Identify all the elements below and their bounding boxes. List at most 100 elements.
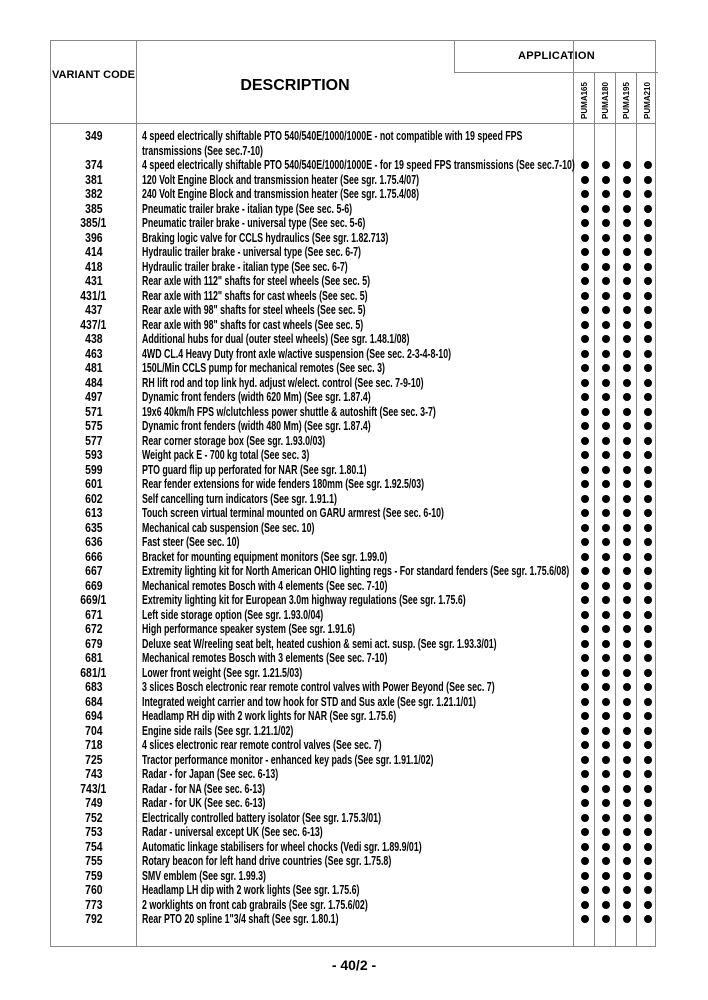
description-cell: Engine side rails (See sgr. 1.21.1/02) [136, 724, 573, 739]
applicable-dot-icon [574, 738, 595, 753]
description-cell: 4 speed electrically shiftable PTO 540/5… [136, 158, 575, 173]
table-row: 718 4 slices electronic rear remote contr… [51, 737, 655, 753]
description-cell: Dynamic front fenders (width 480 Mm) (Se… [136, 419, 573, 434]
description-text: 4WD CL.4 Heavy Duty front axle w/active … [142, 346, 452, 361]
applicable-dot-icon [616, 637, 637, 652]
description-text: Extremity lighting kit for European 3.0m… [142, 593, 466, 607]
applicable-dot-icon [637, 332, 658, 347]
applicable-dot-icon [595, 216, 616, 231]
applicable-dot-icon [637, 680, 658, 695]
table-row: 601 Rear fender extensions for wide fende… [51, 476, 655, 492]
applicable-dot-icon [574, 477, 595, 492]
applicable-dot-icon [637, 521, 658, 536]
applicable-dot-icon [595, 651, 616, 666]
table-row: 704 Engine side rails (See sgr. 1.21.1/02… [51, 723, 655, 739]
applicable-dot-icon [595, 347, 616, 362]
application-marks [574, 825, 658, 840]
table-row: 437 Rear axle with 98" shafts for steel w… [51, 302, 655, 318]
applicable-dot-icon [637, 709, 658, 724]
description-cell: Headlamp RH dip with 2 work lights for N… [136, 709, 573, 724]
variant-code: 635 [84, 519, 103, 535]
description-text: Engine side rails (See sgr. 1.21.1/02) [142, 723, 294, 738]
applicable-dot-icon [637, 622, 658, 637]
applicable-dot-icon [616, 767, 637, 782]
applicable-dot-icon [616, 158, 637, 173]
applicable-dot-icon [637, 173, 658, 188]
applicable-dot-icon [595, 695, 616, 710]
application-marks [574, 173, 658, 188]
application-marks [574, 550, 658, 565]
description-cell: Integrated weight carrier and tow hook f… [136, 695, 573, 710]
applicable-dot-icon [616, 912, 637, 927]
description-cell: Radar - for Japan (See sec. 6-13) [136, 767, 573, 782]
applicable-dot-icon [595, 318, 616, 333]
variant-code: 601 [84, 476, 103, 491]
applicable-dot-icon [637, 187, 658, 202]
description-cell: Touch screen virtual terminal mounted on… [136, 506, 573, 521]
application-marks [574, 593, 658, 608]
applicable-dot-icon [574, 767, 595, 782]
description-cell: Pneumatic trailer brake - universal type… [136, 216, 573, 231]
description-text: Mechanical remotes Bosch with 4 elements… [142, 578, 388, 593]
application-marks [574, 854, 658, 869]
applicable-dot-icon [574, 173, 595, 188]
applicable-dot-icon [574, 318, 595, 333]
variant-code: 437/1 [80, 316, 107, 332]
table-row: 671 Left side storage option (See sgr. 1.… [51, 607, 655, 623]
table-row: 753 Radar - universal except UK (See sec.… [51, 824, 658, 840]
applicable-dot-icon [616, 506, 637, 521]
applicable-dot-icon [616, 390, 637, 405]
applicable-dot-icon [616, 854, 637, 869]
variant-code: 484 [84, 374, 103, 390]
applicable-dot-icon [616, 738, 637, 753]
description-text: Rotary beacon for left hand drive countr… [142, 854, 392, 868]
applicable-dot-icon [616, 405, 637, 420]
applicable-dot-icon [595, 158, 616, 173]
applicable-dot-icon [574, 840, 595, 855]
application-marks [574, 579, 658, 594]
variant-code: 437 [84, 302, 103, 317]
variant-code: 481 [84, 360, 103, 375]
table-row: 484 RH lift rod and top link hyd. adjust … [51, 374, 655, 391]
description-text: Braking logic valve for CCLS hydraulics … [142, 230, 389, 245]
applicable-dot-icon [574, 187, 595, 202]
variant-code: 681/1 [80, 664, 107, 680]
applicable-dot-icon [595, 521, 616, 536]
applicable-dot-icon [595, 825, 616, 840]
table-row: 759 SMV emblem (See sgr. 1.99.3) [51, 868, 655, 884]
application-marks [574, 898, 658, 913]
applicable-dot-icon [574, 724, 595, 739]
applicable-dot-icon [595, 419, 616, 434]
variant-code: 669/1 [80, 592, 107, 607]
application-marks [574, 666, 658, 681]
description-text: SMV emblem (See sgr. 1.99.3) [142, 868, 266, 883]
description-text: Touch screen virtual terminal mounted on… [142, 506, 445, 520]
applicable-dot-icon [616, 274, 637, 289]
variant-code: 683 [84, 679, 103, 694]
description-text: Fast steer (See sec. 10) [142, 535, 240, 549]
applicable-dot-icon [574, 434, 595, 449]
applicable-dot-icon [616, 608, 637, 623]
variant-code: 571 [84, 403, 103, 419]
table-row: 437/1 Rear axle with 98" shafts for cast … [51, 316, 655, 333]
variant-code: 666 [84, 548, 103, 564]
variant-code: 773 [84, 896, 103, 912]
applicable-dot-icon [616, 477, 637, 492]
applicable-dot-icon [574, 361, 595, 376]
description-text: Rear axle with 112" shafts for steel whe… [142, 274, 371, 288]
application-marks [574, 434, 658, 449]
application-marks [574, 274, 658, 289]
applicable-dot-icon [595, 811, 616, 826]
description-cell: Extremity lighting kit for North America… [136, 564, 573, 579]
model-header: PUMA210 [643, 81, 652, 119]
applicable-dot-icon [595, 289, 616, 304]
applicable-dot-icon [637, 216, 658, 231]
applicable-dot-icon [595, 361, 616, 376]
description-cell: SMV emblem (See sgr. 1.99.3) [136, 869, 573, 884]
table-body: 349 4 speed electrically shiftable PTO 54… [51, 128, 658, 927]
description-text: Rear fender extensions for wide fenders … [142, 477, 425, 491]
description-text: Tractor performance monitor - enhanced k… [142, 752, 434, 767]
applicable-dot-icon [637, 158, 658, 173]
variant-code: 679 [84, 635, 103, 651]
description-cell: Hydraulic trailer brake - universal type… [136, 245, 573, 260]
